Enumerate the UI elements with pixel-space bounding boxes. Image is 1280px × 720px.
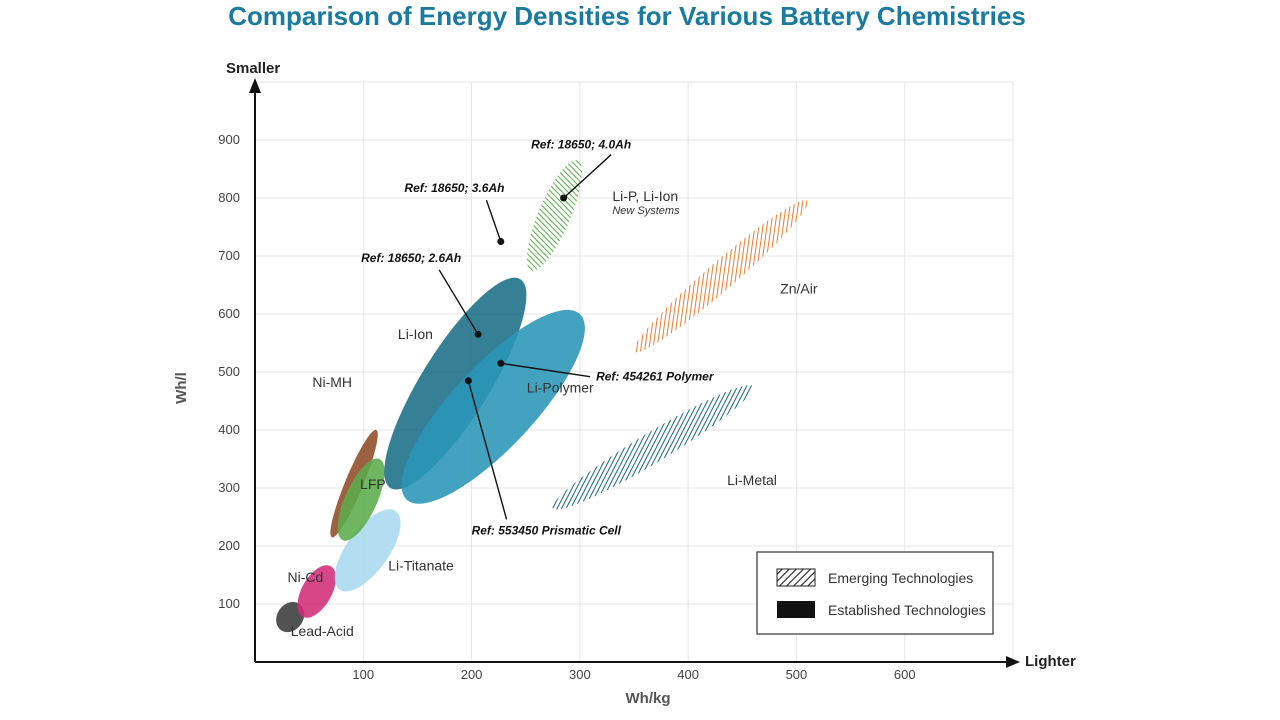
region-label: Li-Ion <box>398 326 433 342</box>
legend-established-swatch <box>777 601 815 618</box>
x-tick-label: 600 <box>894 667 916 682</box>
region-li-titanate <box>334 509 401 592</box>
region-label: Zn/Air <box>780 281 818 297</box>
y-tick-label: 500 <box>218 364 240 379</box>
region-lfp <box>337 458 385 541</box>
x-tick-label: 300 <box>569 667 591 682</box>
chart-axes: Smaller Lighter Wh/kg Wh/l <box>173 60 1076 707</box>
region-li-polymer <box>401 309 585 504</box>
y-tick-label: 200 <box>218 538 240 553</box>
reference-leader-line <box>500 362 591 378</box>
x-tick-label: 200 <box>461 667 483 682</box>
y-tick-label: 900 <box>218 132 240 147</box>
region-ni-cd <box>297 565 336 618</box>
reference-leader-line <box>563 154 612 199</box>
reference-label: Ref: 553450 Prismatic Cell <box>472 523 622 537</box>
x-axis-end-label: Lighter <box>1025 653 1076 670</box>
legend-emerging-label: Emerging Technologies <box>828 570 973 586</box>
y-tick-label: 800 <box>218 190 240 205</box>
region-li-metal <box>552 385 754 510</box>
reference-point <box>497 238 505 245</box>
reference-leader-line <box>438 269 479 335</box>
y-tick-label: 300 <box>218 480 240 495</box>
chart-title: Comparison of Energy Densities for Vario… <box>228 1 1026 31</box>
region-label: Ni-MH <box>312 374 352 390</box>
y-axis-title: Wh/l <box>173 372 190 404</box>
region-lead-acid <box>276 602 305 633</box>
region-label: LFP <box>360 476 386 492</box>
y-tick-label: 600 <box>218 306 240 321</box>
chart-regions <box>276 159 808 633</box>
reference-point <box>497 359 505 367</box>
region-label: Li-P, Li-Ion <box>612 188 678 204</box>
region-label: Li-Metal <box>727 472 777 488</box>
region-label: Li-Titanate <box>388 557 454 573</box>
reference-point <box>464 377 472 385</box>
reference-label: Ref: 18650; 3.6Ah <box>404 181 504 195</box>
x-tick-label: 500 <box>786 667 808 682</box>
region-sublabel: New Systems <box>612 205 680 217</box>
y-tick-label: 400 <box>218 422 240 437</box>
x-axis-title: Wh/kg <box>626 690 671 707</box>
x-tick-label: 400 <box>677 667 699 682</box>
reference-label: Ref: 18650; 4.0Ah <box>531 138 631 152</box>
region-labels: Lead-Acid Ni-Cd Li-Titanate Ni-MH LFP Li-Ion L… <box>287 188 817 639</box>
chart-legend: Emerging Technologies Established Techno… <box>756 551 994 635</box>
reference-label: Ref: 454261 Polymer <box>596 370 715 384</box>
region-zn-air <box>633 200 808 353</box>
y-axis-end-label: Smaller <box>226 60 280 77</box>
region-li-p-li-ion <box>526 159 582 271</box>
reference-leader-line <box>467 380 508 520</box>
region-label: Ni-Cd <box>287 569 323 585</box>
x-tick-label: 100 <box>352 667 374 682</box>
reference-point <box>560 194 568 202</box>
legend-emerging-swatch <box>776 568 816 587</box>
reference-leader-line <box>485 199 502 242</box>
reference-point <box>474 330 482 338</box>
region-label: Li-Polymer <box>527 379 594 395</box>
reference-annotations: Ref: 18650; 4.0Ah Ref: 18650; 3.6Ah Ref: 1… <box>361 138 715 538</box>
reference-label: Ref: 18650; 2.6Ah <box>361 251 461 265</box>
y-tick-label: 700 <box>218 248 240 263</box>
legend-established-label: Established Technologies <box>828 602 986 618</box>
region-label: Lead-Acid <box>291 623 354 639</box>
y-tick-label: 100 <box>218 596 240 611</box>
chart-ticks: 100 200 300 400 500 600 100 200 300 400 500 600 700 8… <box>218 132 915 682</box>
